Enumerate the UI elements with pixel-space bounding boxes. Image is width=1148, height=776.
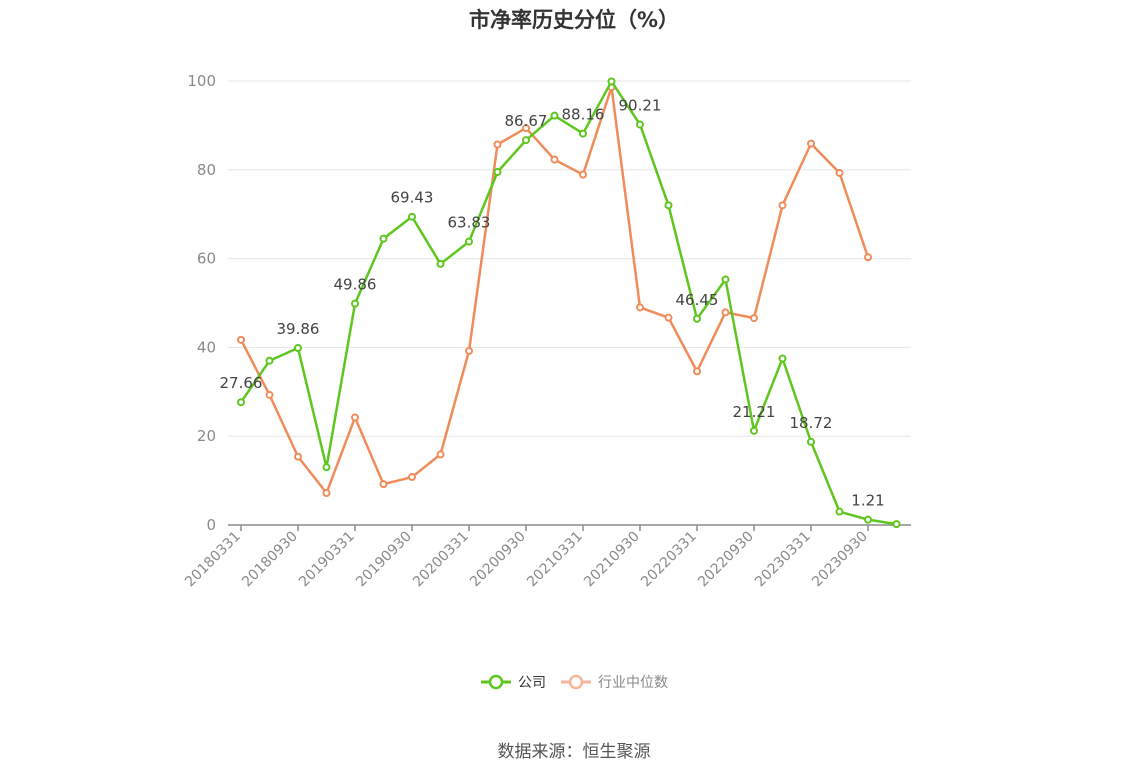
data-point-company — [778, 354, 787, 363]
data-point-company — [579, 129, 587, 138]
data-point-industry-median — [237, 335, 245, 344]
data-label: 49.86 — [334, 276, 377, 294]
x-tick-label: 20190331 — [296, 529, 358, 591]
data-point-company — [522, 136, 530, 145]
data-point-industry-median — [465, 346, 473, 355]
data-point-industry-median — [294, 452, 302, 461]
data-point-company — [237, 398, 245, 407]
data-label: 18.72 — [790, 414, 833, 432]
x-tick-label: 20220331 — [638, 529, 700, 591]
y-tick-label: 60 — [197, 250, 216, 268]
data-point-industry-median — [550, 155, 559, 164]
data-point-company — [835, 507, 844, 516]
data-label: 88.16 — [562, 106, 605, 124]
x-tick-label: 20180331 — [182, 529, 244, 591]
data-label: 69.43 — [391, 189, 434, 207]
x-tick-label: 20210331 — [524, 529, 586, 591]
data-point-company — [436, 259, 445, 268]
data-point-company — [351, 299, 359, 308]
data-point-industry-median — [579, 170, 587, 179]
data-point-company — [408, 212, 416, 221]
data-point-company — [721, 275, 730, 284]
data-point-company — [322, 463, 331, 472]
chart-title: 市净率历史分位（%） — [468, 8, 680, 32]
legend-item-industry-median[interactable]: 行业中位数 — [560, 672, 668, 692]
line-chart: 0 20 40 60 80 100 2018033120180930201903312019… — [182, 72, 911, 591]
legend: 公司 行业中位数 — [0, 672, 1148, 692]
data-point-company — [265, 356, 274, 365]
data-label: 39.86 — [277, 320, 320, 338]
data-point-company — [294, 344, 302, 353]
data-label: 21.21 — [733, 403, 776, 421]
y-tick-label: 80 — [197, 161, 216, 179]
data-point-industry-median — [807, 139, 815, 148]
x-tick-label: 20230331 — [752, 529, 814, 591]
data-point-company — [693, 314, 701, 323]
data-labels: 27.66 39.86 49.86 69.43 63.83 86.67 88.16 90.21… — [220, 96, 885, 509]
x-tick-label: 20180930 — [239, 529, 301, 591]
data-point-industry-median — [265, 390, 274, 399]
data-point-company — [864, 515, 872, 524]
data-source-note: 数据来源：恒生聚源 — [497, 742, 651, 762]
data-point-industry-median — [636, 303, 644, 312]
data-point-company — [664, 201, 673, 210]
legend-line-circle-icon — [481, 674, 511, 690]
data-label: 90.21 — [619, 96, 662, 114]
data-point-company — [550, 111, 559, 120]
data-point-industry-median — [408, 473, 416, 482]
data-label: 1.21 — [851, 492, 884, 510]
data-point-company — [379, 234, 388, 243]
data-label: 86.67 — [505, 112, 548, 130]
x-tick-label: 20230930 — [809, 529, 871, 591]
data-point-industry-median — [721, 308, 730, 317]
data-point-industry-median — [522, 124, 530, 133]
data-point-industry-median — [379, 480, 388, 489]
x-tick-label: 20190930 — [353, 529, 415, 591]
data-point-industry-median — [864, 253, 872, 262]
data-point-industry-median — [436, 450, 445, 459]
data-point-company — [750, 426, 758, 435]
data-point-company — [607, 77, 616, 86]
legend-item-company[interactable]: 公司 — [480, 672, 546, 692]
data-point-company — [892, 520, 901, 529]
y-tick-label: 0 — [206, 516, 216, 534]
legend-line-circle-icon — [561, 674, 591, 690]
legend-label-company: 公司 — [518, 675, 546, 691]
data-point-industry-median — [750, 314, 758, 323]
data-label: 63.83 — [448, 214, 491, 232]
x-tick-label: 20200331 — [410, 529, 472, 591]
data-point-industry-median — [664, 313, 673, 322]
x-tick-label: 20220930 — [695, 529, 757, 591]
data-point-company — [807, 437, 815, 446]
data-label: 46.45 — [676, 291, 719, 309]
x-tick-label: 20210930 — [581, 529, 643, 591]
series-lines — [237, 77, 901, 529]
data-point-industry-median — [493, 140, 502, 149]
x-tick-label: 20200930 — [467, 529, 529, 591]
data-point-industry-median — [693, 367, 701, 376]
data-point-company — [636, 120, 644, 129]
data-point-industry-median — [835, 168, 844, 177]
data-point-company — [465, 237, 473, 246]
y-tick-label: 40 — [197, 338, 216, 356]
y-tick-label: 100 — [187, 72, 216, 90]
y-tick-label: 20 — [197, 427, 216, 445]
data-point-industry-median — [778, 201, 787, 210]
data-label: 27.66 — [220, 374, 263, 392]
grid-lines — [228, 80, 911, 437]
data-point-company — [493, 168, 502, 177]
series-line-company — [239, 80, 897, 526]
data-point-industry-median — [351, 413, 359, 422]
data-point-industry-median — [322, 489, 331, 498]
legend-label-industry-median: 行业中位数 — [598, 675, 668, 691]
